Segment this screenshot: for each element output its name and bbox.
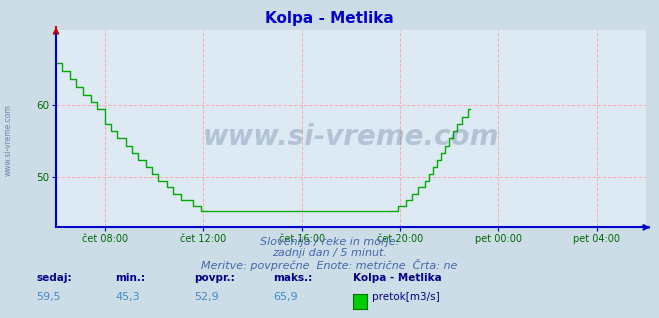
Text: pretok[m3/s]: pretok[m3/s] xyxy=(372,292,440,301)
Text: Kolpa - Metlika: Kolpa - Metlika xyxy=(353,273,442,283)
Text: Kolpa - Metlika: Kolpa - Metlika xyxy=(265,11,394,26)
Text: min.:: min.: xyxy=(115,273,146,283)
Text: 45,3: 45,3 xyxy=(115,292,140,301)
Text: sedaj:: sedaj: xyxy=(36,273,72,283)
Text: povpr.:: povpr.: xyxy=(194,273,235,283)
Text: zadnji dan / 5 minut.: zadnji dan / 5 minut. xyxy=(272,248,387,258)
Text: Slovenija / reke in morje.: Slovenija / reke in morje. xyxy=(260,237,399,247)
Text: Meritve: povprečne  Enote: metrične  Črta: ne: Meritve: povprečne Enote: metrične Črta:… xyxy=(201,259,458,271)
Text: 65,9: 65,9 xyxy=(273,292,298,301)
Text: www.si-vreme.com: www.si-vreme.com xyxy=(203,123,499,151)
Text: 52,9: 52,9 xyxy=(194,292,219,301)
Text: 59,5: 59,5 xyxy=(36,292,61,301)
Text: www.si-vreme.com: www.si-vreme.com xyxy=(4,104,13,176)
Text: maks.:: maks.: xyxy=(273,273,313,283)
